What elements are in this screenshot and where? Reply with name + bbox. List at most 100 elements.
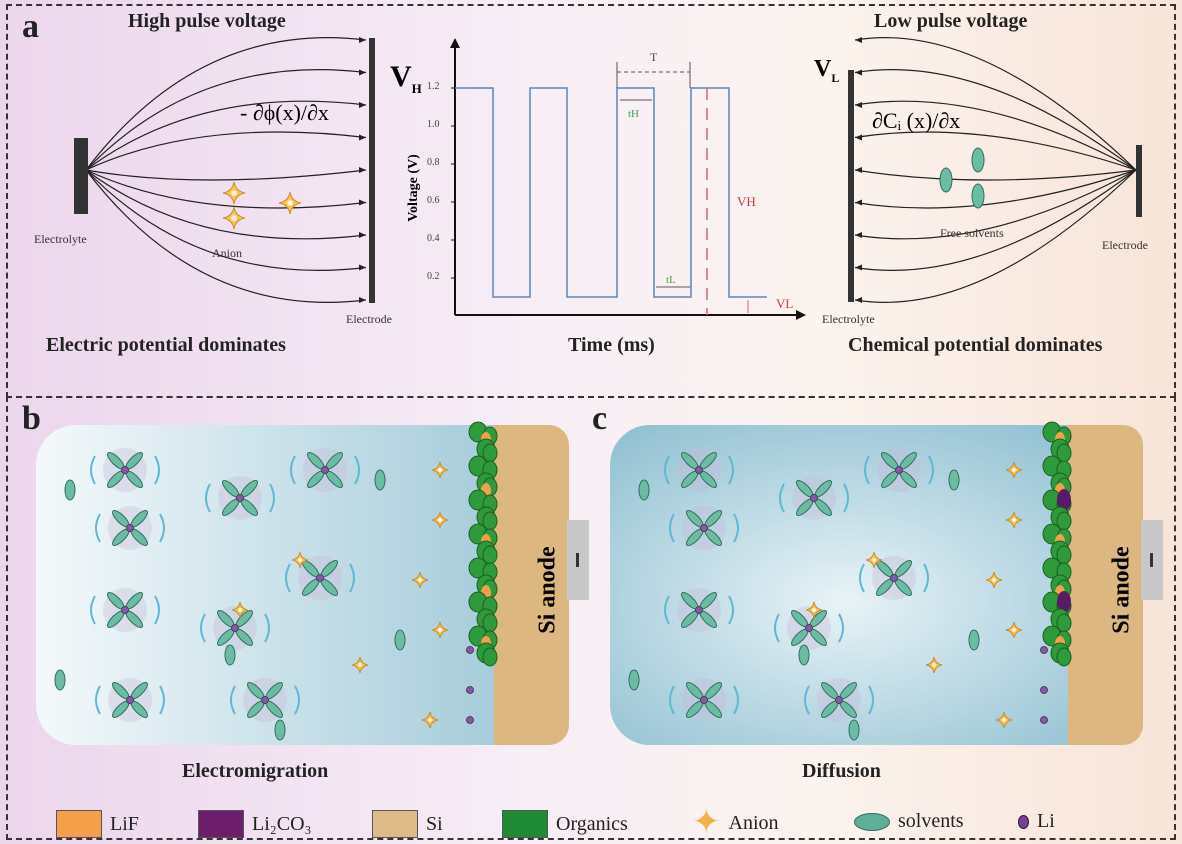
li-ion-icon [805,624,813,632]
x-axis-arrow [796,310,806,320]
field-line [85,169,367,303]
minus-sign [1150,553,1153,567]
left-source-label: Electrolyte [34,232,87,246]
field-line [85,169,367,209]
electrode-bar [369,38,375,303]
arrowhead [855,264,862,271]
anion-core [1012,628,1016,632]
li-ion-icon [466,686,474,694]
solvent-arc [285,563,355,593]
solvent-arc [90,595,160,625]
legend-si: Si [372,810,443,838]
solvent-arc [95,685,165,715]
anion-core [418,578,422,582]
x-axis-label: Time (ms) [568,334,655,356]
y-tick-label: 1.0 [427,119,440,130]
field-line [85,169,367,181]
solvent-arc [205,483,275,513]
solvent-arc [90,455,160,485]
solvent-icon [394,629,406,651]
solvent-icon [374,469,386,491]
anion-core [812,608,816,612]
field-line [85,169,367,240]
li-ion-icon [700,524,708,532]
panel-b-label: b [22,400,41,437]
anion-core [438,468,442,472]
left-gradient-label: - ∂ϕ(x)/∂x [240,100,329,125]
field-line [854,100,1137,171]
vh-annotation: VH [737,194,756,209]
y-tick-label: 0.6 [427,195,440,206]
y-tick-label: 0.4 [427,233,440,244]
anion-core [358,663,362,667]
solvent-arc [774,613,844,643]
li-ion-icon [1040,646,1048,654]
legend-anion: ✦ Anion [692,804,779,841]
anion-core [1012,468,1016,472]
solvent-arc [669,513,739,543]
field-line [854,169,1137,240]
field-line [85,37,367,171]
field-line [854,169,1137,303]
li2co3-swatch [198,810,244,838]
solvent-arc [864,455,934,485]
anion-core [438,628,442,632]
anion-core [428,718,432,722]
solvent-icon [948,469,960,491]
li-ion-icon [316,574,324,582]
arrowhead [855,69,862,76]
solvent-arc [804,685,874,715]
left-caption: Electric potential dominates [46,334,286,356]
li2co3-sei [1057,489,1071,511]
li-ion-icon [121,466,129,474]
field-line [85,169,367,271]
panel-c-label: c [592,400,608,437]
right-gradient-label: ∂Cᵢ (x)/∂x [872,108,961,133]
li-ion-icon [466,646,474,654]
solvent-icon [638,479,650,501]
minus-sign [576,553,579,567]
field-line [85,131,367,171]
electrolyte-bar [74,138,88,214]
li-ion-icon [236,494,244,502]
left-title: High pulse voltage [128,10,286,32]
anion-core [932,663,936,667]
solvent-icon [971,183,985,209]
arrowhead [359,134,366,141]
li-ion-icon [466,716,474,724]
anion-core [298,558,302,562]
pulse-waveform [455,87,767,298]
y-tick-label: 1.2 [427,81,440,92]
anion-core [438,518,442,522]
li2co3-sei [1057,591,1071,613]
li-ion-icon [231,624,239,632]
y-tick-label: 0.8 [427,157,440,168]
si-anode-edge [1068,425,1098,745]
anion-core [1012,518,1016,522]
solvent-arc [664,455,734,485]
li-ion-icon [695,606,703,614]
panel-a-label: a [22,8,39,45]
field-line [854,37,1137,171]
li-ion-icon [700,696,708,704]
li-ion-icon [126,696,134,704]
field-line [85,69,367,171]
li-ion-icon [890,574,898,582]
field-line [854,169,1137,181]
arrowhead [359,69,366,76]
anion-core [872,558,876,562]
arrowhead [855,232,862,238]
left-particle-label: Anion [212,246,242,260]
si-swatch [372,810,418,838]
legend-li: Li [1018,810,1055,833]
solvent-arc [200,613,270,643]
li-ion-icon [810,494,818,502]
vl-label: VL [814,56,840,85]
li-ion-icon [121,606,129,614]
y-axis-label: Voltage (V) [405,154,421,222]
t-low-label: tL [666,274,676,286]
anion-core [231,190,237,196]
solvent-icon [968,629,980,651]
t-high-label: tH [628,108,639,120]
